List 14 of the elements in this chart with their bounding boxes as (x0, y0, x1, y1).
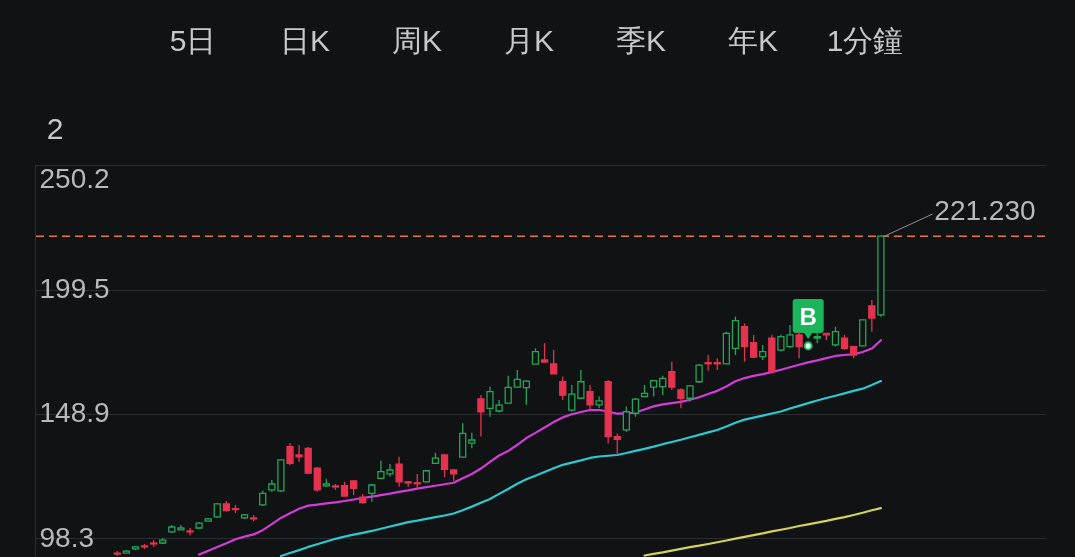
y-tick-label: 199.5 (39, 273, 110, 305)
text: 5日 (169, 24, 217, 57)
y-tick-label: 148.9 (39, 397, 110, 429)
y-tick-label: 98.3 (39, 521, 94, 553)
ref-line-label: 221.230 (934, 195, 1036, 227)
series-label: B (799, 302, 817, 330)
text: 月K (503, 24, 555, 57)
text: 季K (615, 24, 667, 57)
text: 周K (391, 24, 443, 57)
text: 2 (46, 112, 64, 145)
y-tick-label: 250.2 (39, 162, 110, 194)
text: 日K (279, 24, 331, 57)
text: 年K (727, 24, 779, 57)
text: 1分鐘 (826, 24, 904, 57)
